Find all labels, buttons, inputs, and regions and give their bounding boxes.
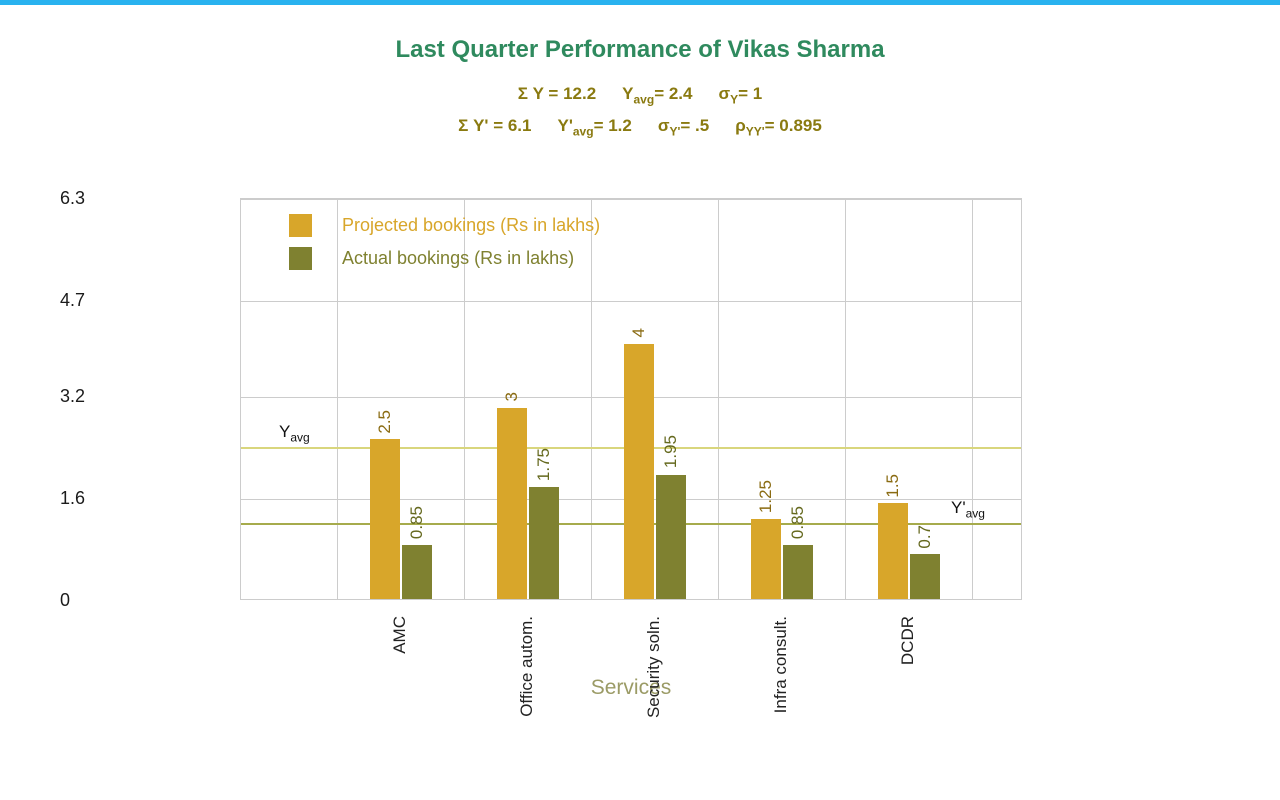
- legend-item-actual[interactable]: Actual bookings (Rs in lakhs): [289, 246, 600, 270]
- x-axis-category-label: Office autom.: [516, 616, 536, 717]
- v-gridline: [337, 199, 338, 599]
- bar-value-label: 0.85: [406, 505, 426, 539]
- h-gridline: [241, 199, 1021, 200]
- y-axis-tick-label: 1.6: [60, 487, 86, 508]
- y-axis-tick-label: 6.3: [60, 188, 86, 208]
- chart-legend: Projected bookings (Rs in lakhs) Actual …: [289, 213, 600, 279]
- bar-value-label: 0.7: [914, 524, 934, 549]
- bar-actual-dcdr[interactable]: [909, 554, 940, 599]
- ref-line-label: Yavg: [279, 421, 310, 445]
- bar-value-label: 4: [628, 328, 648, 338]
- stat-item: Σ Y' = 6.1: [458, 116, 532, 135]
- bar-value-label: 1.75: [533, 448, 553, 482]
- ref-line-label: Y'avg: [951, 498, 985, 521]
- x-axis-category-label: AMC: [389, 616, 409, 654]
- bar-value-label: 1.25: [755, 480, 775, 514]
- chart-title: Last Quarter Performance of Vikas Sharma: [395, 36, 885, 63]
- bar-value-label: 2.5: [374, 409, 394, 434]
- v-gridline: [591, 199, 592, 599]
- stat-item: Σ Y = 12.2: [517, 84, 597, 103]
- stat-item: Yavg= 2.4: [622, 84, 693, 107]
- bar-projected-security-soln-[interactable]: [623, 343, 654, 599]
- legend-label-actual: Actual bookings (Rs in lakhs): [342, 247, 575, 268]
- x-axis-category-label: Security soln.: [643, 616, 663, 719]
- bar-actual-security-soln-[interactable]: [655, 474, 686, 599]
- stats-line-1: Σ Y = 12.2 Yavg= 2.4 σY= 1: [0, 84, 1280, 106]
- legend-label-projected: Projected bookings (Rs in lakhs): [342, 214, 601, 235]
- stat-item: σY'= .5: [657, 116, 710, 139]
- actual-series-swatch-icon: [289, 246, 312, 270]
- bar-projected-dcdr[interactable]: [877, 503, 908, 599]
- bar-projected-office-autom-[interactable]: [496, 407, 527, 599]
- bar-value-label: 1.5: [882, 473, 902, 498]
- bar-actual-amc[interactable]: [401, 544, 432, 599]
- bar-value-label: 1.95: [660, 435, 680, 469]
- bar-actual-infra-consult-[interactable]: [782, 544, 813, 599]
- bar-value-label: 0.85: [787, 505, 807, 539]
- v-gridline: [718, 199, 719, 599]
- bar-actual-office-autom-[interactable]: [528, 487, 559, 599]
- y-axis-tick-label: 4.7: [60, 290, 86, 311]
- stat-item: Y'avg= 1.2: [557, 116, 632, 139]
- v-gridline: [972, 199, 973, 599]
- x-axis-title: Services: [590, 676, 672, 699]
- v-gridline: [845, 199, 846, 599]
- plot-area: Projected bookings (Rs in lakhs) Actual …: [240, 198, 1022, 600]
- x-axis-category-label: Infra consult.: [770, 616, 790, 714]
- y-axis-tick-label: 0: [60, 590, 71, 610]
- bar-value-label: 3: [501, 392, 521, 402]
- x-axis-category-label: DCDR: [897, 616, 917, 666]
- top-accent-bar: [0, 0, 1280, 5]
- stats-line-2: Σ Y' = 6.1 Y'avg= 1.2 σY'= .5 ρYY'= 0.895: [0, 116, 1280, 138]
- bar-projected-amc[interactable]: [369, 439, 400, 599]
- h-gridline: [241, 301, 1021, 303]
- legend-item-projected[interactable]: Projected bookings (Rs in lakhs): [289, 213, 600, 237]
- bar-projected-infra-consult-[interactable]: [750, 519, 781, 599]
- y-axis-tick-label: 3.2: [60, 385, 86, 406]
- stat-item: σY= 1: [718, 84, 763, 107]
- projected-series-swatch-icon: [289, 213, 312, 237]
- stat-item: ρYY'= 0.895: [735, 116, 822, 139]
- v-gridline: [464, 199, 465, 599]
